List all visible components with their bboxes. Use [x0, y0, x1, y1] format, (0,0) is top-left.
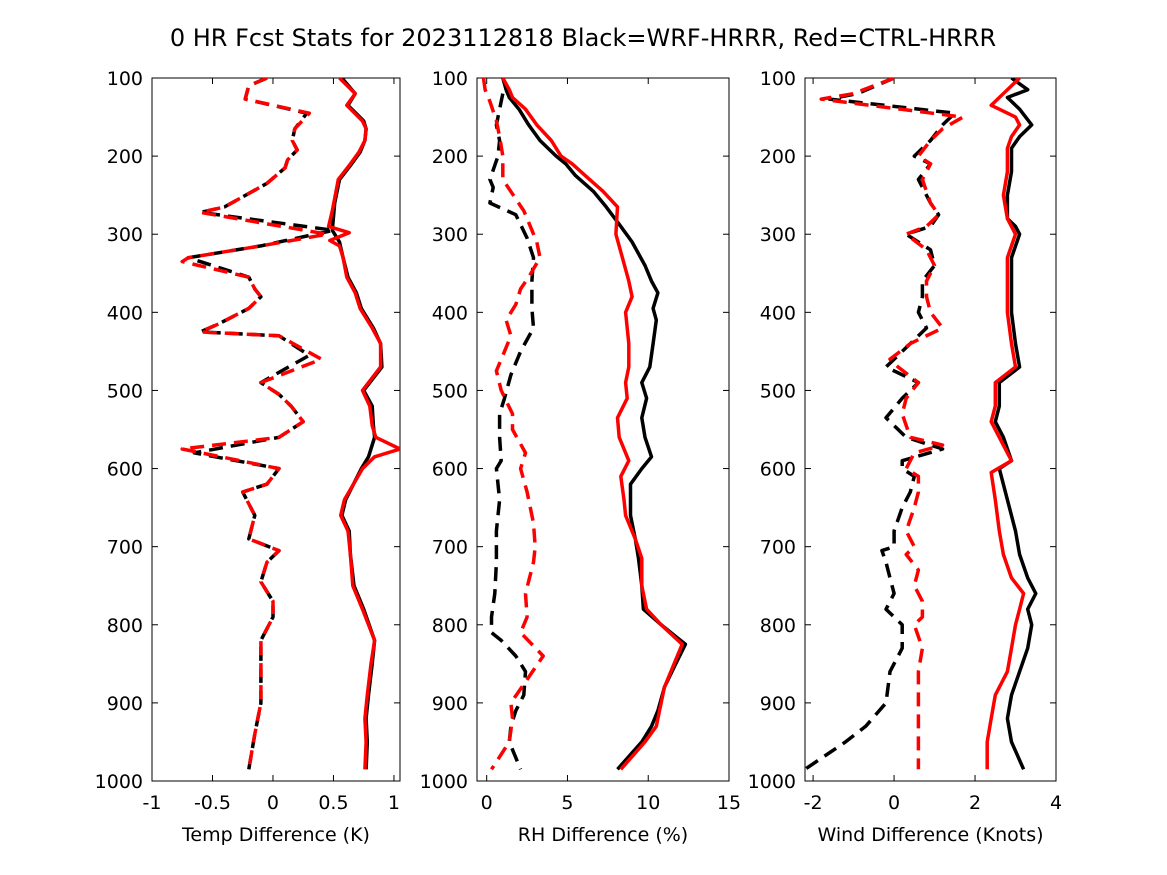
temp-xaxis-label: Temp Difference (K): [181, 824, 370, 846]
temp-plot-frame: [151, 77, 401, 782]
temp-xtick-label: -1: [143, 792, 162, 814]
temp-ytick-label: 700: [107, 537, 143, 559]
temp-xtick-label: 0.5: [318, 792, 348, 814]
temp-ytick-label: 800: [107, 615, 143, 637]
wind-ytick-label: 200: [760, 146, 796, 168]
temp-ytick-label: 300: [107, 224, 143, 246]
wind-plot-frame: [804, 77, 1057, 782]
wind-ytick-label: 900: [760, 693, 796, 715]
wind-xtick-label: 4: [1050, 792, 1062, 814]
wind-ytick-label: 500: [760, 380, 796, 402]
rh-plot-frame: [476, 77, 730, 782]
rh-ctrl-hrrr-dashed-line: [481, 78, 545, 771]
rh-wrf-hrrr-dashed-line: [488, 93, 536, 770]
temp-ytick-label: 200: [107, 146, 143, 168]
temp-ytick-label: 400: [107, 302, 143, 324]
wind-ytick-label: 400: [760, 302, 796, 324]
wind-wrf-hrrr-dashed-line: [805, 78, 957, 771]
wind-ytick-label: 800: [760, 615, 796, 637]
wind-ytick-label: 600: [760, 459, 796, 481]
temp-ytick-label: 500: [107, 380, 143, 402]
rh-ytick-label: 900: [432, 693, 468, 715]
chart-title: 0 HR Fcst Stats for 2023112818 Black=WRF…: [170, 24, 996, 52]
rh-ytick-label: 400: [432, 302, 468, 324]
temp-ytick-label: 600: [107, 459, 143, 481]
wind-xtick-label: 2: [969, 792, 981, 814]
rh-ytick-label: 100: [432, 68, 468, 90]
wind-xtick-label: -2: [804, 792, 823, 814]
temp-ctrl-hrrr-solid-line: [326, 78, 400, 770]
rh-ytick-label: 1000: [420, 771, 468, 793]
wind-xaxis-label: Wind Difference (Knots): [817, 824, 1043, 846]
wind-wrf-hrrr-solid-line: [993, 78, 1038, 771]
wind-ytick-label: 100: [760, 68, 796, 90]
temp-wrf-hrrr-solid-line: [330, 78, 384, 770]
rh-xtick-label: 15: [717, 792, 741, 814]
rh-ytick-label: 500: [432, 380, 468, 402]
panel-rh-difference: 100 200 300 400 500 600 700 800 900 1000 0 5 10 15 RH …: [420, 68, 741, 846]
wind-ytick-label: 1000: [748, 771, 796, 793]
panel-wind-difference: 100 200 300 400 500 600 700 800 900 1000 -2 0 2 4 Wind…: [748, 68, 1062, 846]
temp-ctrl-hrrr-dashed-line: [180, 78, 330, 770]
wind-ytick-label: 700: [760, 537, 796, 559]
wind-ctrl-hrrr-solid-line: [985, 78, 1026, 770]
rh-ctrl-hrrr-solid-line: [501, 78, 684, 771]
temp-ytick-label: 1000: [95, 771, 143, 793]
rh-xtick-label: 0: [481, 792, 493, 814]
rh-ytick-label: 700: [432, 537, 468, 559]
rh-ytick-label: 200: [432, 146, 468, 168]
rh-xtick-label: 10: [636, 792, 660, 814]
panel-temp-difference: 100 200 300 400 500 600 700 800 900 1000-1 -0.5 0 0.…: [95, 68, 401, 846]
temp-ytick-label: 900: [107, 693, 143, 715]
rh-xtick-label: 5: [561, 792, 573, 814]
temp-ytick-label: 100: [107, 68, 143, 90]
rh-xaxis-label: RH Difference (%): [518, 824, 688, 846]
temp-xtick-label: -0.5: [194, 792, 231, 814]
rh-ytick-label: 600: [432, 459, 468, 481]
temp-xtick-label: 0: [267, 792, 279, 814]
temp-xtick-label: 1: [388, 792, 400, 814]
rh-ytick-label: 800: [432, 615, 468, 637]
wind-xtick-label: 0: [888, 792, 900, 814]
wind-ytick-label: 300: [760, 224, 796, 246]
rh-ytick-label: 300: [432, 224, 468, 246]
